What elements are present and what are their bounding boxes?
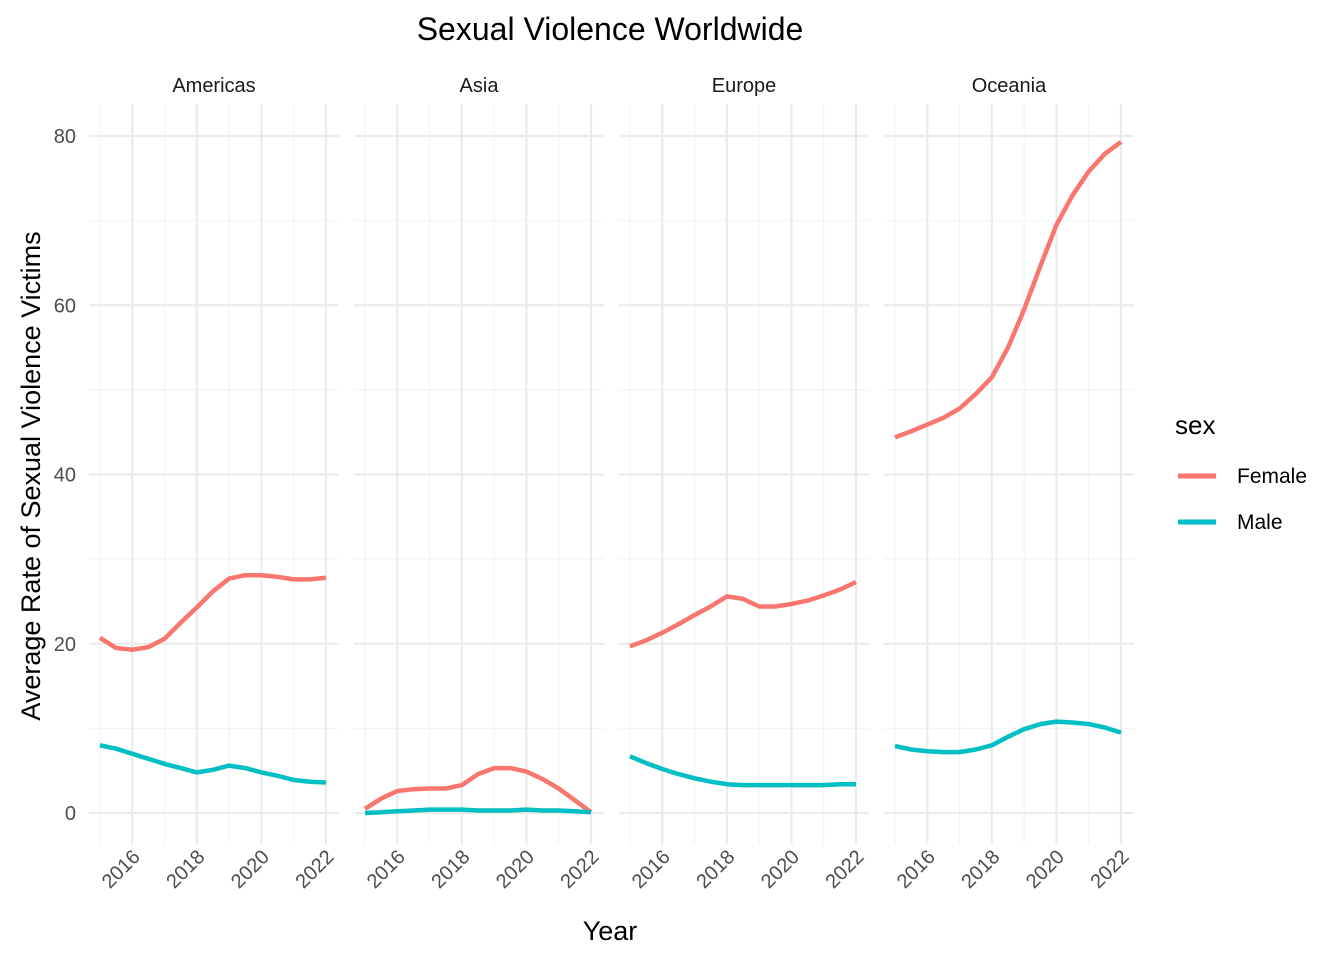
- facet-panels: Americas 2016 2018 2020 2022 Asia 2016 2018 2020…: [89, 75, 1134, 893]
- x-tick-label: 2022: [1087, 846, 1134, 893]
- facet-strip-label-americas: Americas: [172, 75, 255, 97]
- y-axis: 0 20 40 60 80: [54, 126, 76, 825]
- y-tick-label: 60: [54, 295, 76, 317]
- x-tick-label: 2022: [557, 846, 604, 893]
- x-tick-label: 2020: [757, 846, 804, 893]
- legend-label-male: Male: [1237, 511, 1283, 534]
- x-tick-label: 2016: [363, 846, 410, 893]
- series-line-male-americas: [99, 743, 327, 785]
- facet-strip-label-asia: Asia: [460, 75, 500, 97]
- series-line-male-europe: [629, 754, 856, 788]
- y-tick-label: 80: [54, 126, 76, 148]
- y-tick-label: 20: [54, 634, 76, 656]
- facet-panel-europe: Europe 2016 2018 2020 2022: [619, 75, 869, 893]
- legend-label-female: Female: [1237, 465, 1307, 488]
- series-line-male-oceania: [894, 719, 1122, 755]
- x-tick-label: 2022: [822, 846, 869, 893]
- y-tick-label: 40: [54, 465, 76, 487]
- series-line-female-oceania: [894, 140, 1123, 440]
- series-line-female-americas: [98, 572, 327, 652]
- y-axis-title: Average Rate of Sexual Violence Victims: [16, 231, 46, 720]
- legend: sex Female Male: [1175, 410, 1307, 534]
- x-tick-label: 2018: [692, 846, 739, 893]
- x-tick-label: 2022: [292, 846, 339, 893]
- x-axis-title: Year: [583, 916, 638, 946]
- x-tick-label: 2020: [1022, 846, 1069, 893]
- legend-title: sex: [1175, 410, 1215, 440]
- x-tick-label: 2018: [957, 846, 1004, 893]
- x-tick-label: 2016: [98, 846, 145, 893]
- x-tick-label: 2016: [893, 846, 940, 893]
- facet-panel-asia: Asia 2016 2018 2020 2022: [354, 75, 604, 893]
- series-line-male-asia: [364, 807, 592, 816]
- facet-panel-americas: Americas 2016 2018 2020 2022: [89, 75, 339, 893]
- facet-panel-oceania: Oceania 2016 2018 2020 2022: [884, 75, 1134, 893]
- x-tick-label: 2020: [227, 846, 274, 893]
- x-tick-label: 2018: [162, 846, 209, 893]
- facet-strip-label-oceania: Oceania: [972, 75, 1047, 97]
- y-tick-label: 0: [65, 803, 76, 825]
- series-line-female-asia: [363, 765, 593, 815]
- x-tick-label: 2020: [492, 846, 539, 893]
- x-tick-label: 2018: [427, 846, 474, 893]
- x-tick-label: 2016: [628, 846, 675, 893]
- facet-strip-label-europe: Europe: [712, 75, 777, 97]
- series-line-female-europe: [629, 579, 857, 649]
- chart-title: Sexual Violence Worldwide: [417, 11, 804, 47]
